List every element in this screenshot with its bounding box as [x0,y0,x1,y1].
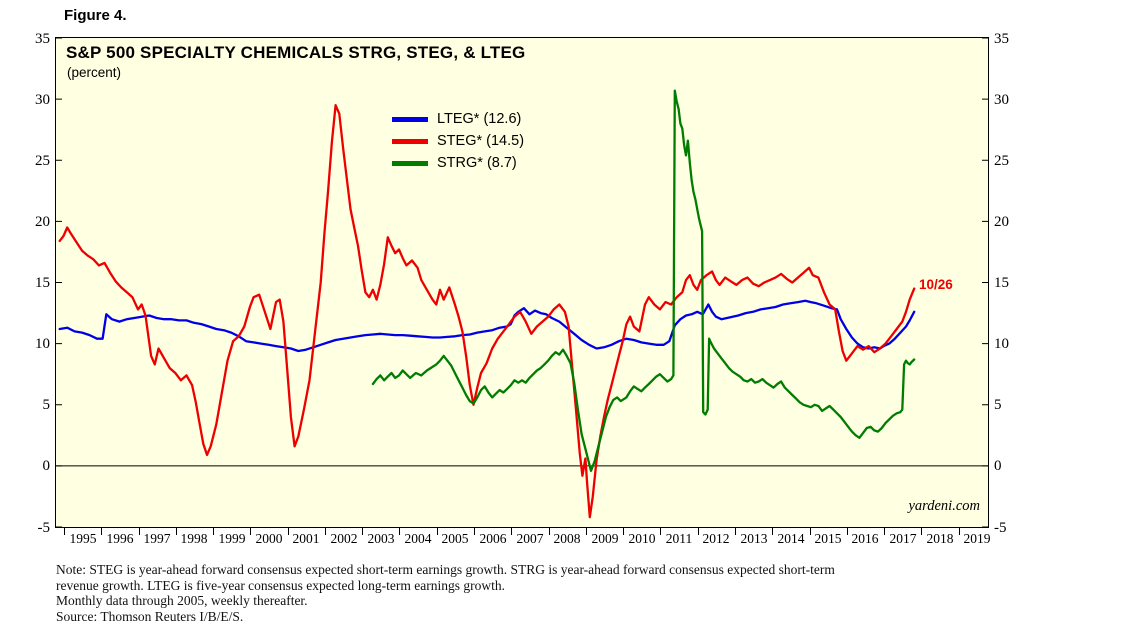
x-tick-mark [698,528,699,535]
note-line: Monthly data through 2005, weekly therea… [56,593,308,608]
legend-row-strg: STRG* (8.7) [392,152,524,174]
x-tick-mark [250,528,251,535]
y-tick-label: -5 [37,520,51,536]
x-tick-mark [660,528,661,535]
x-tick-mark [735,528,736,535]
x-tick-mark [847,528,848,535]
x-tick-label: 2005 [441,531,469,546]
note-line: revenue growth. LTEG is five-year consen… [56,577,505,593]
x-tick-mark [325,528,326,535]
x-tick-label: 2003 [367,531,395,546]
x-tick-label: 2014 [777,531,805,546]
x-tick-label: 2010 [628,531,656,546]
x-tick-label: 1997 [143,531,171,546]
chart-title: S&P 500 SPECIALTY CHEMICALS STRG, STEG, … [66,43,526,62]
lteg-legend-label: LTEG* (12.6) [437,111,522,127]
x-tick-label: 2012 [702,531,730,546]
steg-legend-label: STEG* (14.5) [437,133,525,149]
figure-number-label: Figure 4. [64,7,127,24]
y-tick-label: 0 [42,458,51,474]
y-tick-label: 0 [994,458,1002,474]
x-tick-label: 2019 [963,531,991,546]
chart-subtitle: (percent) [67,65,122,80]
x-tick-label: 1999 [218,531,246,546]
y-tick-label: 15 [35,275,50,291]
y-tick-label: 30 [994,92,1009,108]
x-tick-label: 2018 [926,531,954,546]
y-tick-label: 25 [994,153,1009,169]
steg-color-swatch [392,138,428,144]
x-tick-mark [549,528,550,535]
x-tick-label: 2001 [292,531,320,546]
footnotes: Note: STEG is year-ahead forward consens… [56,562,835,624]
x-tick-mark [772,528,773,535]
x-tick-mark [511,528,512,535]
x-tick-mark [921,528,922,535]
x-tick-label: 1998 [180,531,208,546]
x-tick-label: 2009 [591,531,619,546]
x-tick-label: 1996 [106,531,134,546]
x-tick-mark [623,528,624,535]
x-tick-mark [586,528,587,535]
y-tick-label: 20 [994,214,1009,230]
x-tick-mark [884,528,885,535]
x-tick-mark [474,528,475,535]
y-tick-label: 10 [35,336,50,352]
y-tick-label: 35 [35,31,50,47]
x-tick-mark [437,528,438,535]
latest-value-annotation: 10/26 [919,277,953,292]
strg-color-swatch [392,160,428,166]
series-line-steg [58,104,916,519]
y-tick-label: 35 [994,31,1009,47]
series-line-strg [371,89,916,472]
x-tick-label: 2004 [404,531,432,546]
legend-row-lteg: LTEG* (12.6) [392,108,524,130]
series-line-lteg [58,299,916,353]
plot-canvas [56,38,988,527]
note-line: Source: Thomson Reuters I/B/E/S. [56,608,244,624]
legend: LTEG* (12.6) STEG* (14.5) STRG* (8.7) [392,108,524,174]
x-tick-label: 2011 [665,531,693,546]
y-tick-label: 5 [994,397,1002,413]
x-tick-mark [810,528,811,535]
x-tick-mark [64,528,65,535]
strg-legend-label: STRG* (8.7) [437,155,517,171]
x-tick-label: 2007 [516,531,544,546]
y-tick-label: 10 [994,336,1009,352]
x-tick-mark [288,528,289,535]
x-tick-label: 2000 [255,531,283,546]
x-tick-mark [959,528,960,535]
x-tick-label: 2017 [889,531,917,546]
x-tick-label: 2015 [814,531,842,546]
x-tick-mark [362,528,363,535]
x-tick-label: 1995 [69,531,97,546]
x-tick-mark [139,528,140,535]
y-tick-label: -5 [994,520,1007,536]
x-tick-mark [101,528,102,535]
y-tick-label: 15 [994,275,1009,291]
y-tick-label: 25 [35,153,50,169]
x-tick-label: 2013 [740,531,768,546]
x-tick-label: 2006 [479,531,507,546]
x-tick-label: 2002 [330,531,358,546]
lteg-color-swatch [392,116,428,122]
legend-row-steg: STEG* (14.5) [392,130,524,152]
chart: S&P 500 SPECIALTY CHEMICALS STRG, STEG, … [55,37,989,528]
x-tick-mark [399,528,400,535]
y-tick-label: 5 [42,397,51,413]
x-tick-label: 2016 [851,531,879,546]
x-tick-mark [213,528,214,535]
y-tick-label: 20 [35,214,50,230]
y-tick-label: 30 [35,92,50,108]
note-line: Note: STEG is year-ahead forward consens… [56,562,835,577]
x-tick-label: 2008 [553,531,581,546]
x-tick-mark [176,528,177,535]
watermark: yardeni.com [908,498,980,514]
